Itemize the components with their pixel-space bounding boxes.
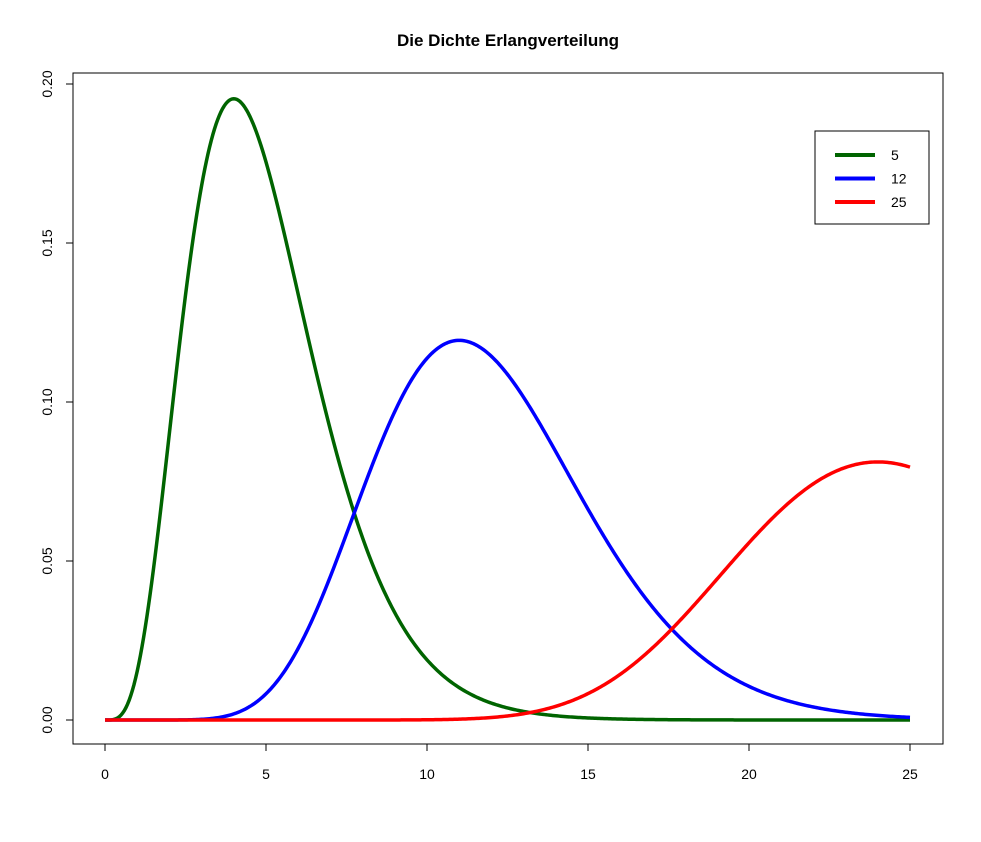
- legend-label: 25: [891, 194, 907, 210]
- curves: [105, 96, 911, 722]
- curve-shape-5: [105, 96, 910, 722]
- x-tick-label: 20: [741, 766, 757, 782]
- x-tick-label: 0: [101, 766, 109, 782]
- curve-shape-25: [105, 460, 911, 722]
- y-tick-label: 0.10: [39, 388, 55, 415]
- x-tick-label: 15: [580, 766, 596, 782]
- y-axis: 0.00 0.05 0.10 0.15 0.20: [39, 70, 74, 734]
- chart-title: Die Dichte Erlangverteilung: [397, 31, 619, 50]
- curve-shape-12: [105, 338, 911, 722]
- y-tick-label: 0.00: [39, 706, 55, 733]
- legend: 5 12 25: [814, 130, 930, 225]
- y-tick-label: 0.20: [39, 70, 55, 97]
- x-tick-label: 5: [262, 766, 270, 782]
- x-tick-label: 10: [419, 766, 435, 782]
- legend-label: 12: [891, 171, 907, 187]
- x-axis: 0 5 10 15 20 25: [101, 743, 918, 782]
- legend-label: 5: [891, 147, 899, 163]
- x-tick-label: 25: [902, 766, 918, 782]
- y-tick-label: 0.05: [39, 547, 55, 574]
- y-tick-label: 0.15: [39, 229, 55, 256]
